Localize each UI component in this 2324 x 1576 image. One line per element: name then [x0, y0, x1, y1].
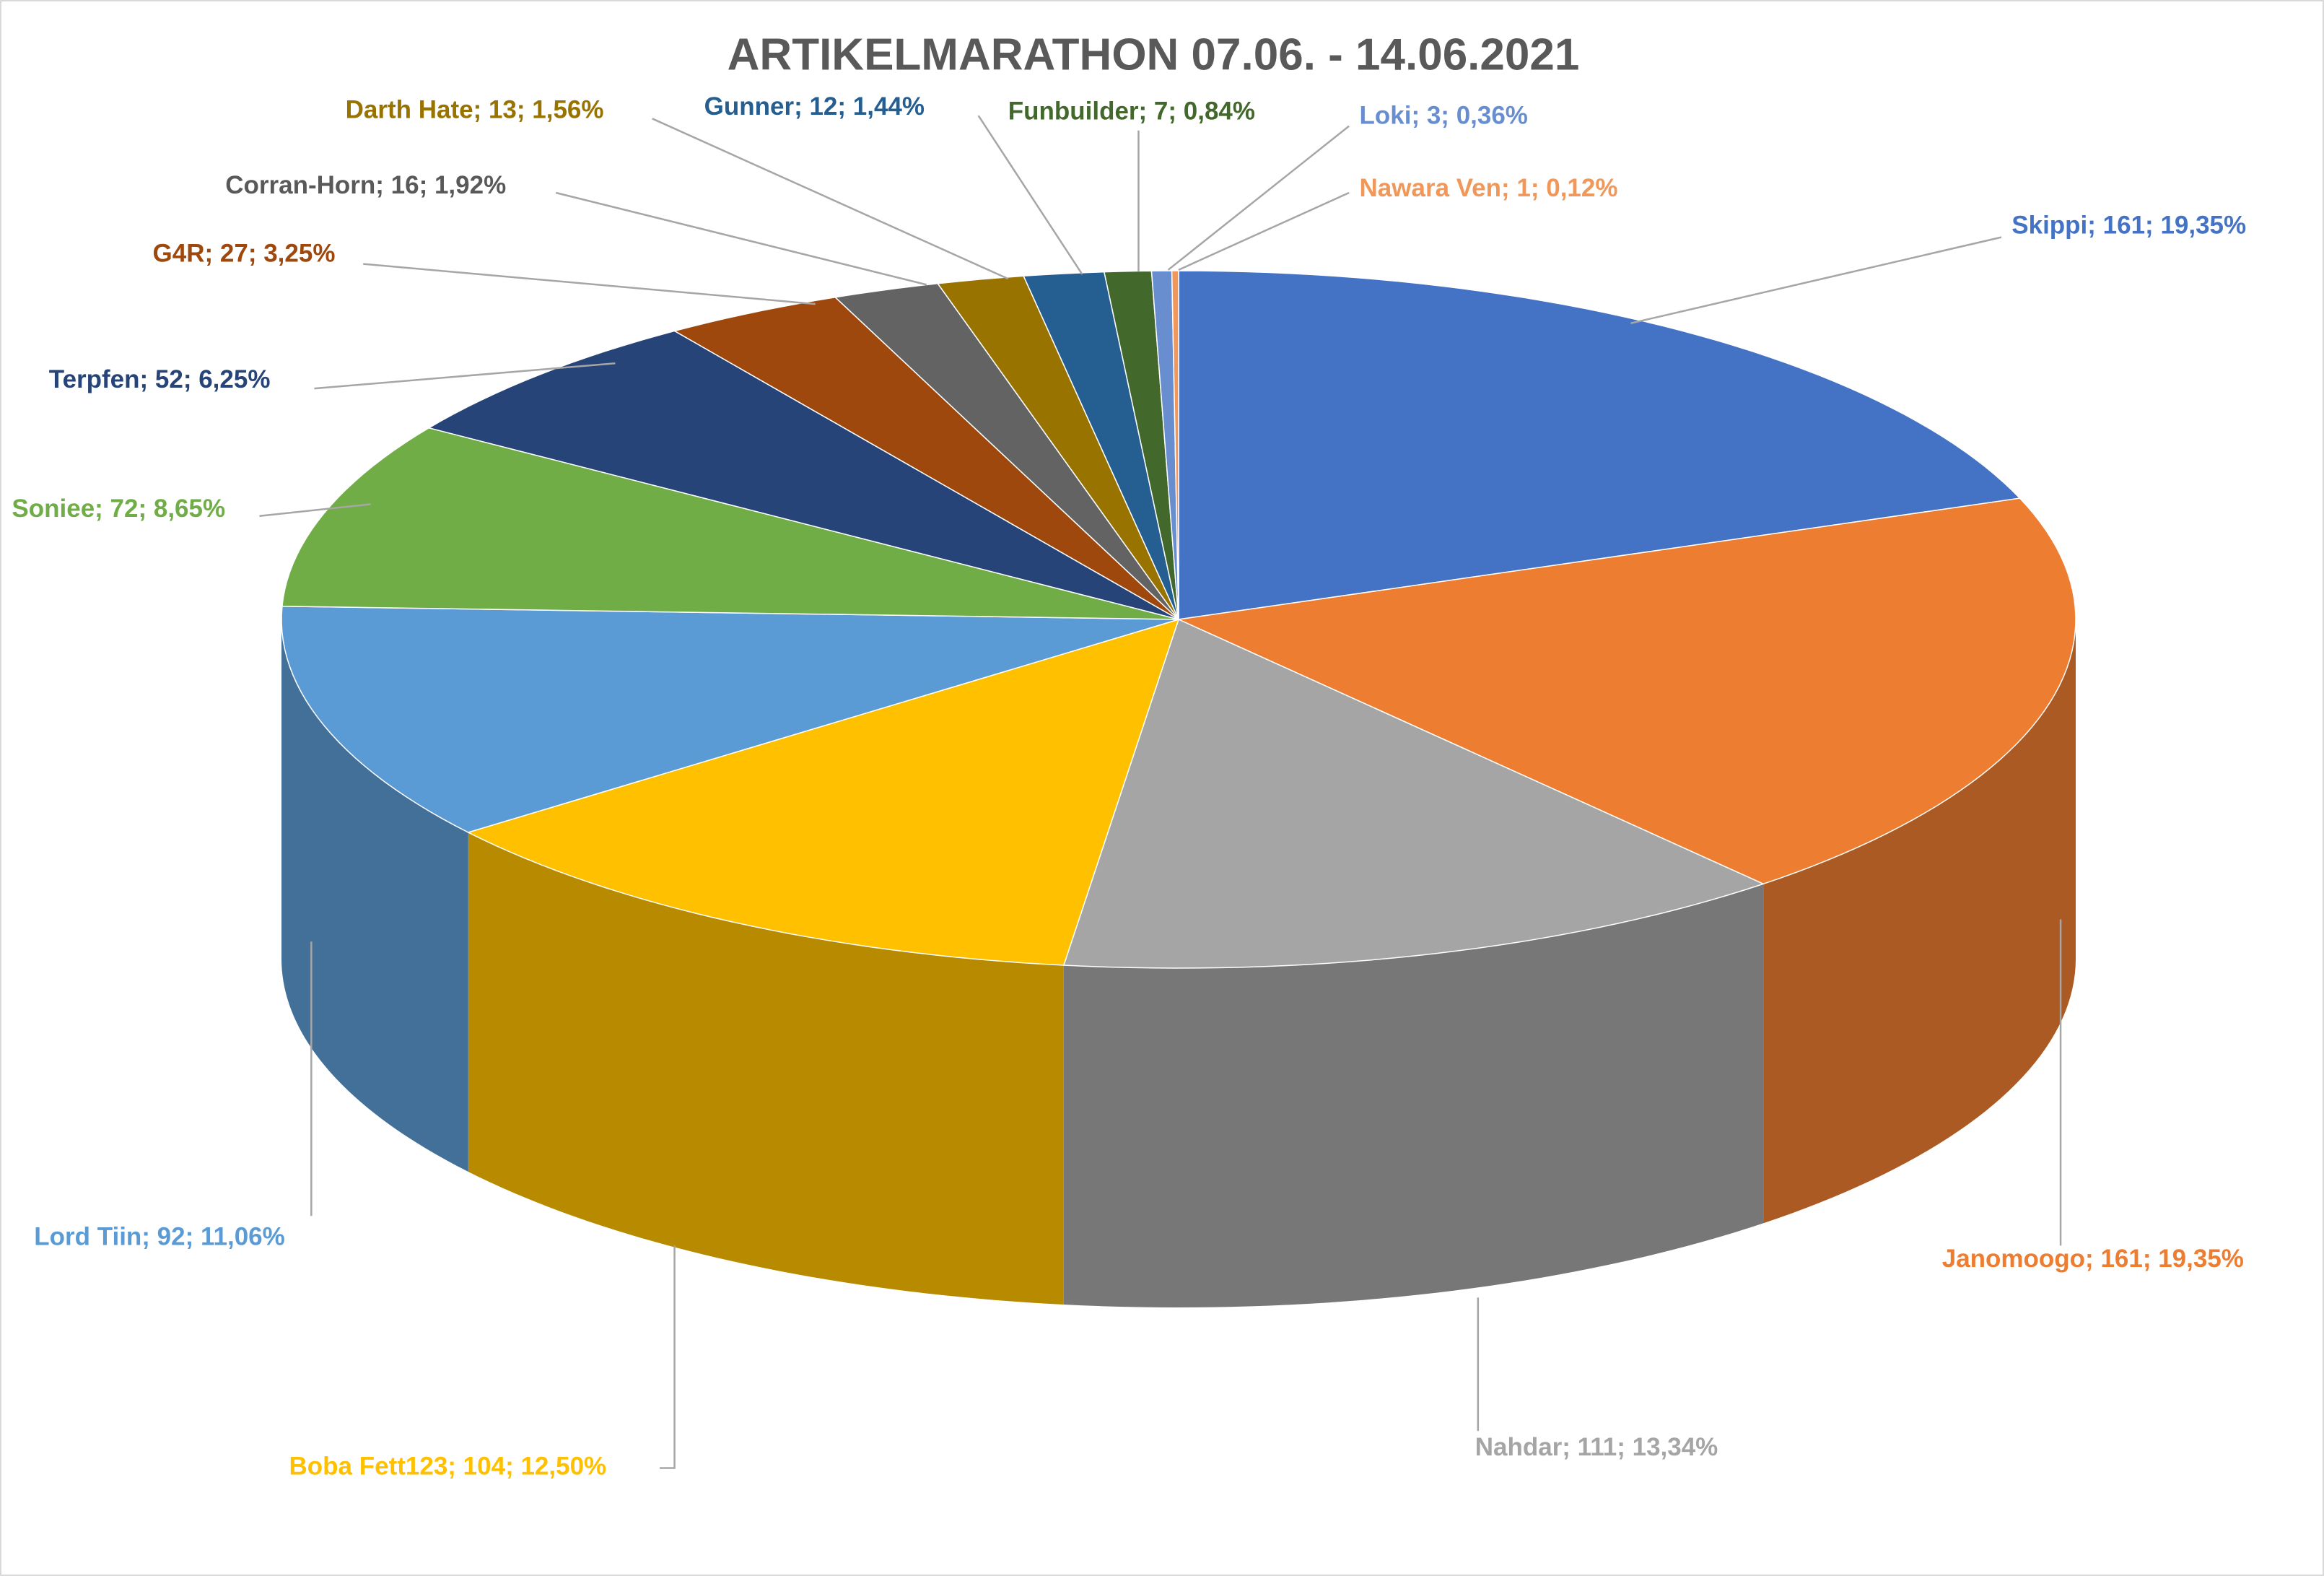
leader-line — [652, 118, 1009, 280]
slice — [1176, 497, 2076, 885]
data-label: Lord Tiin; 92; 11,06% — [34, 1222, 285, 1250]
slice — [1171, 270, 1179, 620]
slice — [1178, 270, 2022, 620]
leader-line — [1630, 236, 2002, 324]
slice — [281, 427, 1179, 620]
leader-line — [1167, 125, 1350, 271]
data-label: G4R; 27; 3,25% — [153, 240, 336, 268]
data-labels: Skippi; 161; 19,35% Janomoogo; 161; 19,35… — [12, 92, 2246, 1481]
slice-side — [1763, 619, 2076, 1224]
leader-line — [1178, 191, 1350, 271]
data-label: Darth Hate; 13; 1,56% — [346, 95, 604, 123]
leader-line — [314, 362, 616, 390]
slice — [466, 618, 1180, 966]
slice-side — [1063, 884, 1764, 1307]
data-label: Boba Fett123; 104; 12,50% — [289, 1453, 607, 1481]
slice — [427, 330, 1179, 620]
data-label: Loki; 3; 0,36% — [1360, 102, 1528, 130]
data-label: Skippi; 161; 19,35% — [2011, 212, 2246, 240]
leader-line — [555, 191, 927, 286]
pie-tops — [281, 270, 2076, 969]
data-label: Terpfen; 52; 6,25% — [49, 365, 271, 393]
data-label: Nahdar; 111; 13,34% — [1475, 1433, 1718, 1461]
data-label: Gunner; 12; 1,44% — [704, 92, 925, 121]
slice-side — [468, 832, 1064, 1305]
data-label: Janomoogo; 161; 19,35% — [1942, 1245, 2244, 1273]
data-label: Corran-Horn; 16; 1,92% — [225, 171, 506, 199]
leader-line — [660, 1245, 676, 1469]
slice-side — [281, 619, 468, 1172]
leader-line — [977, 115, 1083, 275]
data-label: Nawara Ven; 1; 0,12% — [1360, 174, 1618, 202]
data-label: Soniee; 72; 8,65% — [12, 495, 225, 523]
leader-line — [363, 263, 816, 305]
leader-line — [259, 503, 371, 518]
data-label: Funbuilder; 7; 0,84% — [1008, 97, 1255, 125]
chart-title: ARTIKELMARATHON 07.06. - 14.06.2021 — [728, 30, 1580, 79]
slice — [673, 296, 1179, 620]
slice — [1062, 618, 1765, 969]
slice — [834, 282, 1179, 620]
slice — [281, 606, 1179, 833]
pie-sides — [281, 619, 2076, 1307]
